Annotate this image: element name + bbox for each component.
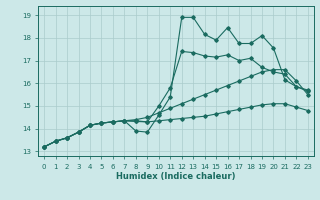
X-axis label: Humidex (Indice chaleur): Humidex (Indice chaleur) [116,172,236,181]
